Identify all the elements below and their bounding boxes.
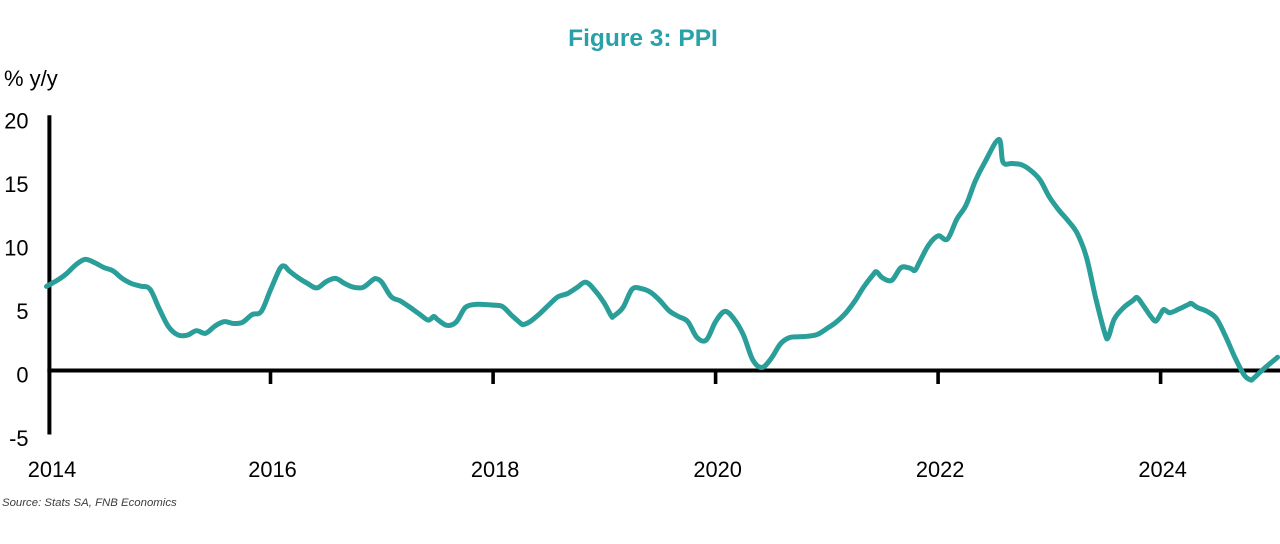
svg-text:% y/y: % y/y bbox=[4, 66, 58, 91]
svg-text:2016: 2016 bbox=[248, 457, 297, 482]
svg-text:2014: 2014 bbox=[28, 457, 77, 482]
svg-text:0: 0 bbox=[16, 363, 28, 388]
svg-text:-5: -5 bbox=[9, 426, 28, 451]
svg-text:Figure 3: PPI: Figure 3: PPI bbox=[568, 25, 718, 52]
svg-text:Source: Stats SA, FNB Economic: Source: Stats SA, FNB Economics bbox=[2, 497, 177, 509]
svg-text:2024: 2024 bbox=[1138, 457, 1187, 482]
svg-text:2022: 2022 bbox=[916, 457, 965, 482]
svg-text:15: 15 bbox=[4, 172, 28, 197]
svg-text:5: 5 bbox=[16, 299, 28, 324]
svg-text:20: 20 bbox=[4, 109, 28, 134]
svg-text:10: 10 bbox=[4, 236, 28, 261]
svg-text:2020: 2020 bbox=[693, 457, 742, 482]
svg-text:2018: 2018 bbox=[471, 457, 520, 482]
